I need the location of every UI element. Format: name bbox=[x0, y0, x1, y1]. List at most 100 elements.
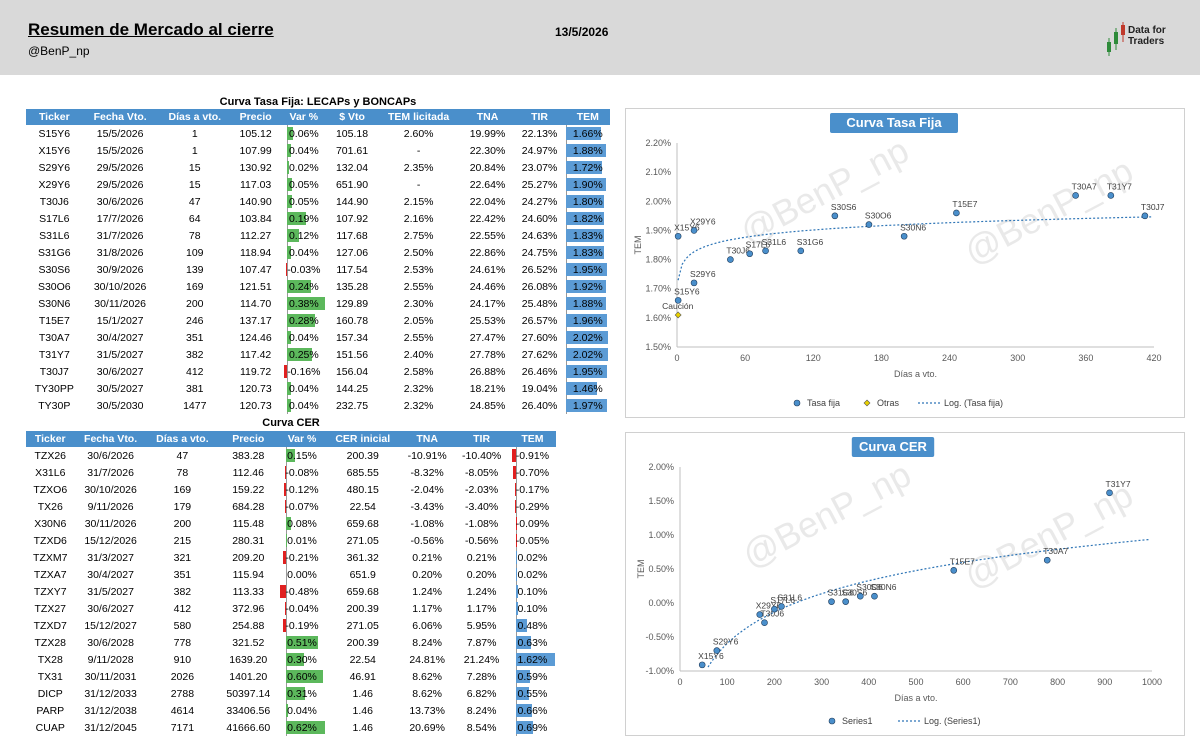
point-label: S30O6 bbox=[856, 582, 883, 592]
cell-vto: 232.75 bbox=[335, 399, 369, 412]
var-value: 0.08% bbox=[287, 517, 317, 530]
table-row: T31Y7 31/5/2027 382 117.42 0.25% 151.56 2.40% 2… bbox=[26, 346, 610, 363]
cell-teml: 2.75% bbox=[403, 229, 434, 242]
data-point bbox=[1072, 192, 1079, 199]
cell-var: 0.08% bbox=[278, 515, 325, 532]
var-bar bbox=[285, 653, 305, 666]
tem-bar bbox=[565, 178, 606, 191]
cell-tir: 6.82% bbox=[466, 687, 497, 700]
cell-tem: 1.80% bbox=[565, 193, 610, 210]
cell-teml: 2.32% bbox=[403, 399, 434, 412]
cell-fecha: 30/6/2026 bbox=[96, 195, 144, 208]
cell-precio: 120.73 bbox=[239, 399, 272, 412]
var-value: 0.38% bbox=[288, 297, 319, 310]
x-tick-label: 300 bbox=[814, 677, 829, 687]
cell-teml: 2.15% bbox=[403, 195, 434, 208]
cell-tna: 27.47% bbox=[469, 331, 506, 344]
tem-bar bbox=[565, 263, 607, 276]
tem-value: 1.90% bbox=[572, 178, 603, 191]
cell-var: 0.12% bbox=[279, 227, 328, 244]
cell-fecha: 30/4/2027 bbox=[96, 331, 144, 344]
table-row: TZX27 30/6/2027 412 372.96 -0.04% 200.39 1.17%… bbox=[26, 600, 556, 617]
cell-tem: 1.88% bbox=[565, 142, 610, 159]
zero-axis bbox=[515, 549, 517, 566]
cell-ticker: TZX27 bbox=[34, 602, 67, 615]
cell-tna: 22.86% bbox=[469, 246, 506, 259]
var-bar bbox=[286, 263, 287, 276]
cell-vto: 701.61 bbox=[335, 144, 369, 157]
trend-line bbox=[707, 539, 1149, 668]
x-tick-label: 200 bbox=[767, 677, 782, 687]
cell-vto: 144.25 bbox=[335, 382, 369, 395]
cell-var: -0.08% bbox=[278, 464, 325, 481]
cell-tir: 27.62% bbox=[521, 348, 558, 361]
var-value: 0.25% bbox=[288, 348, 319, 361]
y-tick-label: 1.70% bbox=[645, 284, 671, 294]
point-label: T15E7 bbox=[950, 556, 975, 566]
table-row: TZXD6 15/12/2026 215 280.31 0.01% 271.05 -0.56… bbox=[26, 532, 556, 549]
table-row: X15Y6 15/5/2026 1 107.99 0.04% 701.61 - 22.30% 2… bbox=[26, 142, 610, 159]
chart-title: Curva Tasa Fija bbox=[846, 115, 942, 130]
cell-tem: -0.91% bbox=[509, 447, 556, 464]
cell-tna: 26.88% bbox=[469, 365, 506, 378]
cell-tir: 1.24% bbox=[466, 585, 497, 598]
tem-bar bbox=[512, 466, 516, 479]
tem-value: 0.02% bbox=[517, 551, 548, 564]
tem-bar bbox=[515, 483, 516, 496]
cell-tna: 0.20% bbox=[412, 568, 443, 581]
cell-tem: 0.55% bbox=[509, 685, 556, 702]
y-tick-label: 1.00% bbox=[648, 530, 674, 540]
cell-tem: 1.62% bbox=[509, 651, 556, 668]
var-value: 0.04% bbox=[288, 399, 319, 412]
point-label: S15Y6 bbox=[674, 286, 700, 296]
cell-tna: 6.06% bbox=[412, 619, 443, 632]
cell-fecha: 9/11/2028 bbox=[87, 653, 134, 666]
cell-precio: 41666.60 bbox=[226, 721, 271, 734]
tem-bar bbox=[515, 653, 556, 666]
point-label: S31G6 bbox=[797, 237, 824, 247]
var-value: -0.03% bbox=[287, 263, 321, 276]
cell-precio: 107.47 bbox=[239, 263, 272, 276]
point-label: S31L6 bbox=[762, 237, 787, 247]
data-point bbox=[713, 647, 721, 654]
point-label: S30O6 bbox=[865, 211, 892, 221]
cell-tna: 22.64% bbox=[469, 178, 506, 191]
tem-value: 0.10% bbox=[517, 585, 548, 598]
var-bar bbox=[285, 704, 289, 717]
cell-tna: 20.84% bbox=[469, 161, 506, 174]
cell-tir: 25.48% bbox=[521, 297, 558, 310]
cell-var: 0.28% bbox=[279, 312, 328, 329]
point-label: X29Y6 bbox=[756, 601, 782, 611]
table-row: S29Y6 29/5/2026 15 130.92 0.02% 132.04 2.35% 20… bbox=[26, 159, 610, 176]
table-row: DICP 31/12/2033 2788 50397.14 0.31% 1.46 8.62%… bbox=[26, 685, 556, 702]
cell-tna: 13.73% bbox=[409, 704, 445, 717]
var-bar bbox=[285, 534, 287, 547]
cell-cer: 271.05 bbox=[346, 534, 379, 547]
cell-cer: 659.68 bbox=[346, 585, 379, 598]
legend-entry: Otras bbox=[877, 398, 900, 408]
cell-fecha: 30/5/2027 bbox=[96, 382, 144, 395]
var-value: 0.05% bbox=[288, 178, 319, 191]
cell-tna: 20.69% bbox=[409, 721, 445, 734]
col-header: $ Vto bbox=[328, 109, 376, 125]
cell-tem: 0.02% bbox=[509, 566, 556, 583]
table-row: X29Y6 29/5/2026 15 117.03 0.05% 651.90 - 22.64%… bbox=[26, 176, 610, 193]
data-point bbox=[761, 619, 768, 627]
cell-ticker: S31L6 bbox=[39, 229, 70, 242]
cell-precio: 113.33 bbox=[232, 585, 264, 598]
x-tick-label: 700 bbox=[1003, 677, 1018, 687]
data-point bbox=[831, 212, 839, 220]
table-row: TZXM7 31/3/2027 321 209.20 -0.21% 361.32 0.21%… bbox=[26, 549, 556, 566]
cell-teml: 2.55% bbox=[403, 280, 434, 293]
x-tick-label: 360 bbox=[1078, 353, 1093, 363]
var-value: -0.12% bbox=[285, 483, 319, 496]
tem-value: 0.66% bbox=[517, 704, 548, 717]
cell-precio: 115.48 bbox=[232, 517, 264, 530]
cell-tem: 0.63% bbox=[509, 634, 556, 651]
cell-fecha: 31/5/2027 bbox=[96, 348, 144, 361]
cell-cer: 200.39 bbox=[346, 449, 379, 462]
cell-tna: -0.56% bbox=[410, 534, 444, 547]
cell-tir: 0.21% bbox=[466, 551, 497, 564]
tem-value: 1.82% bbox=[572, 212, 603, 225]
x-tick-label: 300 bbox=[1010, 353, 1025, 363]
